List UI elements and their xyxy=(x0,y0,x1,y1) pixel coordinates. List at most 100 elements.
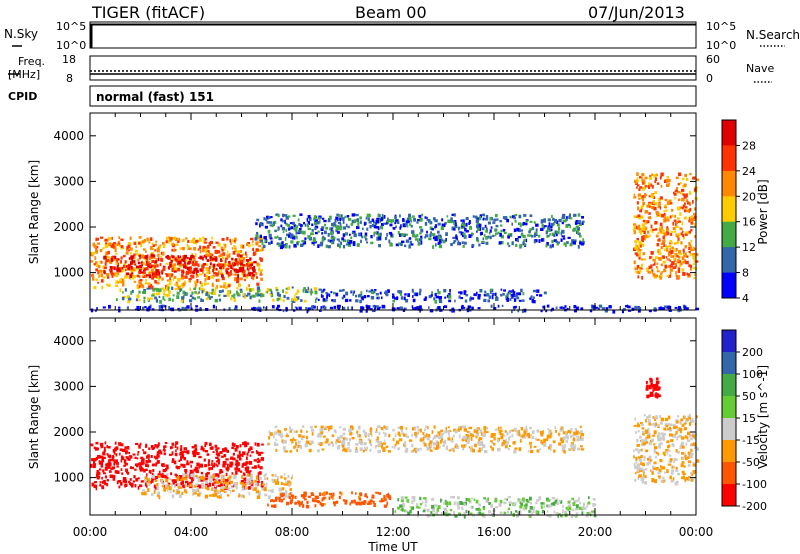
scatter-cell xyxy=(673,192,677,196)
scatter-cell xyxy=(200,448,203,451)
scatter-cell xyxy=(338,244,341,249)
scatter-cell xyxy=(427,434,431,437)
scatter-cell xyxy=(689,419,692,423)
scatter-cell xyxy=(288,234,290,238)
scatter-cell xyxy=(259,223,261,228)
scatter-cell xyxy=(195,483,198,486)
scatter-cell xyxy=(640,207,643,211)
scatter-cell xyxy=(216,278,220,282)
scatter-cell xyxy=(131,276,135,280)
scatter-cell xyxy=(426,230,428,234)
scatter-cell xyxy=(181,273,184,277)
scatter-cell xyxy=(454,299,456,303)
scatter-cell xyxy=(459,501,463,505)
scatter-cell xyxy=(673,257,676,260)
scatter-cell xyxy=(325,299,328,302)
colorbar-tick-label: 20 xyxy=(742,190,756,203)
scatter-cell xyxy=(151,294,155,297)
scatter-cell xyxy=(689,215,693,219)
scatter-cell xyxy=(219,481,223,484)
scatter-cell xyxy=(255,222,258,226)
scatter-cell xyxy=(252,268,255,273)
scatter-cell xyxy=(197,296,201,299)
scatter-cell xyxy=(320,228,324,231)
scatter-cell xyxy=(117,240,120,244)
scatter-cell xyxy=(423,508,427,511)
scatter-cell xyxy=(491,292,494,296)
scatter-cell xyxy=(256,262,260,266)
scatter-cell xyxy=(129,478,132,481)
scatter-cell xyxy=(270,499,273,502)
scatter-cell xyxy=(166,476,169,480)
scatter-cell xyxy=(255,292,258,295)
scatter-cell xyxy=(99,483,102,487)
scatter-cell xyxy=(131,466,134,470)
scatter-cell xyxy=(568,506,572,511)
scatter-cell xyxy=(535,223,539,227)
scatter-cell xyxy=(652,228,656,231)
scatter-cell xyxy=(650,224,653,229)
scatter-cell xyxy=(257,474,260,479)
scatter-cell xyxy=(191,473,195,478)
scatter-cell xyxy=(342,288,345,292)
scatter-cell xyxy=(440,498,442,503)
scatter-cell xyxy=(105,463,108,467)
scatter-cell xyxy=(247,261,250,265)
scatter-cell xyxy=(645,220,648,224)
scatter-cell xyxy=(440,429,444,433)
scatter-cell xyxy=(499,426,502,429)
scatter-cell xyxy=(173,270,177,273)
scatter-cell xyxy=(645,418,647,423)
scatter-cell xyxy=(438,433,441,436)
scatter-cell xyxy=(683,465,686,468)
scatter-cell xyxy=(512,289,515,293)
scatter-cell xyxy=(339,426,342,429)
scatter-cell xyxy=(225,268,228,271)
scatter-cell xyxy=(142,285,145,289)
scatter-cell xyxy=(235,485,238,490)
scatter-cell xyxy=(576,499,579,503)
scatter-cell xyxy=(282,213,285,218)
scatter-cell xyxy=(204,450,208,453)
scatter-cell xyxy=(687,431,691,436)
scatter-cell xyxy=(234,484,238,488)
freq-tick-low: 8 xyxy=(66,72,73,85)
scatter-cell xyxy=(235,465,238,468)
scatter-cell xyxy=(659,222,663,226)
scatter-cell xyxy=(338,289,341,292)
scatter-cell xyxy=(312,238,317,243)
scatter-cell xyxy=(446,430,450,433)
scatter-cell xyxy=(274,481,277,485)
scatter-cell xyxy=(264,473,267,476)
scatter-cell xyxy=(160,473,164,477)
scatter-cell xyxy=(410,225,413,228)
scatter-cell xyxy=(568,448,570,451)
scatter-cell xyxy=(659,415,662,418)
scatter-cell xyxy=(653,388,658,391)
scatter-cell xyxy=(475,435,478,439)
scatter-cell xyxy=(696,307,700,311)
scatter-cell xyxy=(106,479,109,482)
scatter-cell xyxy=(676,235,679,239)
scatter-cell xyxy=(97,471,101,476)
scatter-cell xyxy=(163,449,166,452)
scatter-cell xyxy=(137,258,140,262)
scatter-cell xyxy=(575,225,579,229)
scatter-cell xyxy=(342,226,347,230)
scatter-cell xyxy=(498,430,502,434)
scatter-cell xyxy=(329,239,333,243)
scatter-cell xyxy=(576,229,580,234)
scatter-cell xyxy=(458,231,463,234)
scatter-cell xyxy=(637,193,642,197)
scatter-cell xyxy=(268,436,271,440)
colorbar-segment xyxy=(722,247,736,273)
scatter-cell xyxy=(154,486,159,490)
scatter-cell xyxy=(208,494,212,497)
scatter-cell xyxy=(111,266,114,270)
scatter-cell xyxy=(169,264,172,268)
scatter-cell xyxy=(529,501,532,505)
scatter-cell xyxy=(499,499,503,504)
scatter-cell xyxy=(474,428,477,432)
scatter-cell xyxy=(528,510,531,513)
scatter-cell xyxy=(352,242,356,247)
